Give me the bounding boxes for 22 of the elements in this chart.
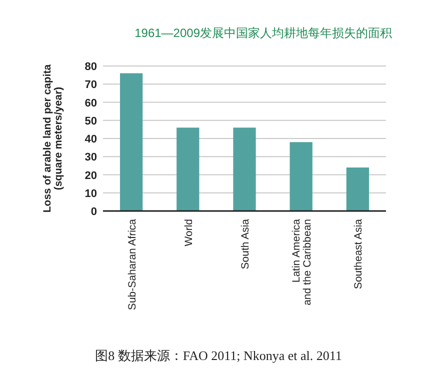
bar: [233, 128, 256, 211]
y-tick-label: 60: [84, 97, 97, 110]
x-tick-label: Sub-Saharan Africa: [126, 218, 138, 310]
caption: 图8 数据来源：FAO 2011; Nkonya et al. 2011: [95, 348, 342, 363]
x-tick-label: Southeast Asia: [352, 218, 365, 290]
y-tick-label: 0: [90, 206, 97, 218]
bar: [120, 73, 143, 211]
y-tick-label: 70: [84, 79, 97, 92]
bar: [290, 142, 312, 211]
x-tick-label: World: [182, 218, 195, 246]
y-tick-label: 30: [84, 152, 97, 164]
bar: [346, 168, 370, 211]
bar: [176, 128, 200, 211]
y-axis-title: Loss of arable land per capita (square meters/year): [42, 64, 64, 213]
x-tick-label: Latin America and the Caribbean: [290, 218, 314, 306]
y-tick-label: 80: [84, 61, 97, 73]
y-tick-label: 20: [84, 170, 97, 182]
y-tick-label: 50: [84, 115, 97, 128]
x-tick-label: South Asia: [240, 218, 252, 270]
chart-title: 1961—2009发展中国家人均耕地每年损失的面积: [134, 26, 392, 40]
y-tick-label: 10: [84, 188, 97, 200]
y-tick-label: 40: [84, 134, 97, 146]
